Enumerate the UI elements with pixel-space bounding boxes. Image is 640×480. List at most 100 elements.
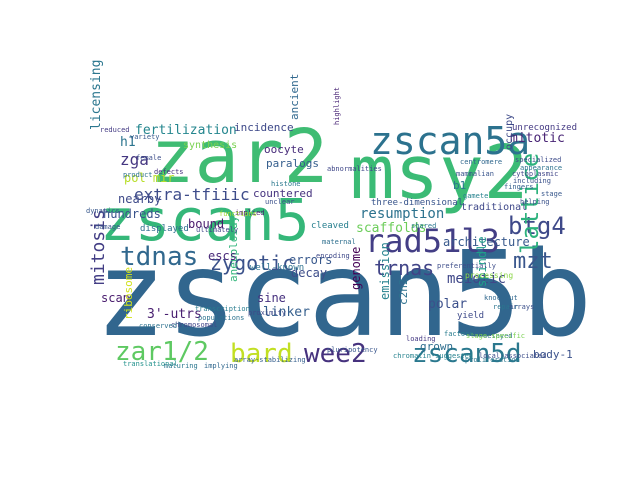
word-local-associated: local-associated bbox=[479, 352, 546, 360]
word-licensing: licensing bbox=[89, 60, 104, 130]
word-array-stabilizing: array-stabilizing bbox=[234, 356, 306, 364]
word-fingers: fingers bbox=[504, 183, 534, 191]
word-including: including bbox=[513, 177, 551, 185]
word-countered: countered bbox=[253, 187, 313, 200]
word-architecture: architecture bbox=[443, 235, 530, 249]
word-knockout: knockout bbox=[484, 294, 518, 302]
word-wee2: wee2 bbox=[304, 339, 367, 369]
word-body-1: body-1 bbox=[533, 348, 573, 361]
word-trnas: trnas bbox=[374, 256, 434, 280]
word-spindle: spindle bbox=[475, 236, 489, 287]
word-stage-specific: stage-specific bbox=[466, 332, 525, 340]
word-proximity: proximity bbox=[248, 309, 286, 317]
word-resumption: resumption bbox=[360, 206, 444, 222]
word-variety: variety bbox=[130, 133, 160, 141]
word-lattice: lattice bbox=[516, 153, 544, 254]
word-emission: emission bbox=[378, 242, 392, 300]
word-maturing: maturing bbox=[164, 362, 198, 370]
word-shared: shared bbox=[411, 222, 436, 230]
word-appearance: appearance bbox=[520, 164, 562, 172]
word-zscan5a: zscan5a bbox=[370, 119, 530, 163]
word-unclear: unclear bbox=[265, 198, 295, 206]
word-pol-mir: pol mir bbox=[124, 171, 175, 185]
word-polar: polar bbox=[428, 297, 467, 312]
word-three-dimensional: three-dimensional bbox=[371, 198, 463, 208]
word-extra-tfiiic: extra-tfiiic bbox=[134, 185, 250, 204]
word-populations: populations bbox=[198, 314, 244, 322]
word-dynamics: dynamics bbox=[86, 207, 120, 215]
word-encoding: encoding bbox=[316, 252, 350, 260]
word-mitotic: mitotic bbox=[510, 131, 565, 146]
word-stage: stage bbox=[541, 190, 562, 198]
word-zscan5b: zscan5b bbox=[95, 225, 592, 363]
word-repair: repair bbox=[493, 303, 518, 311]
word-pluripotency: pluripotency bbox=[327, 346, 378, 354]
word-decay: decay bbox=[291, 266, 327, 280]
word-tdnas: tdnas bbox=[120, 242, 198, 272]
word-centromere: centromere bbox=[460, 158, 502, 166]
word-cleaved: cleaved bbox=[311, 221, 349, 231]
word-zscan5d: zscan5d bbox=[412, 339, 522, 369]
word-zar2: zar2 bbox=[150, 114, 328, 200]
word-gamete: gamete bbox=[463, 192, 488, 200]
word-scaffolds: scaffolds bbox=[356, 221, 426, 236]
word-bound: bound bbox=[188, 217, 224, 231]
word-product: product bbox=[123, 171, 153, 179]
word-chromatin-suggested: chromatin-suggested bbox=[393, 352, 473, 360]
word-hundreds: hundreds bbox=[103, 207, 161, 221]
word-highlight: highlight bbox=[333, 87, 341, 125]
word-abnormalities: abnormalities bbox=[327, 165, 382, 173]
word-loading: loading bbox=[406, 335, 436, 343]
word-zga: zga bbox=[120, 150, 149, 169]
word-transcription: transcription bbox=[195, 305, 250, 313]
word-damage: damage bbox=[95, 223, 120, 231]
word-nearby: nearby bbox=[118, 192, 161, 206]
word-helping: helping bbox=[520, 198, 550, 206]
word-mitosis: mitosis bbox=[88, 209, 109, 285]
word-msy2: msy2 bbox=[350, 130, 528, 216]
word-zygotic: zygotic bbox=[210, 251, 294, 275]
word-ancient: ancient bbox=[288, 74, 301, 120]
word-incidence: incidence bbox=[234, 121, 294, 134]
word-implying: implying bbox=[204, 362, 238, 370]
word-b1: b1 bbox=[453, 179, 466, 192]
word-unrecognized: unrecognized bbox=[512, 123, 577, 133]
word-preferentially: preferentially bbox=[437, 262, 496, 270]
word-processing: processing bbox=[465, 271, 513, 280]
word-functions: functions bbox=[219, 210, 257, 218]
word-arrays: arrays bbox=[509, 303, 534, 311]
word-rad51l3: rad51l3 bbox=[365, 222, 500, 260]
word-translational: translational bbox=[123, 360, 178, 368]
word-btg4: btg4 bbox=[508, 212, 566, 240]
word-aneuploidy: aneuploidy bbox=[227, 215, 240, 282]
word-zscan5: zscan5 bbox=[100, 186, 310, 254]
word-genome: genome bbox=[349, 247, 363, 290]
word-ultimately: ultimately bbox=[196, 226, 238, 234]
word-histone: histone bbox=[271, 180, 301, 188]
word-maternal: maternal bbox=[322, 238, 356, 246]
word-traditional: traditional bbox=[461, 202, 527, 213]
cloud-background bbox=[80, 120, 560, 360]
word-oocyte: oocyte bbox=[264, 143, 304, 156]
word-fertilization: fertilization bbox=[135, 123, 237, 138]
word-delayed: delayed bbox=[483, 332, 513, 340]
word-occupy: occupy bbox=[504, 114, 515, 150]
word-well-known: well-known bbox=[250, 263, 304, 273]
word-mzt: mzt bbox=[513, 249, 553, 274]
word-h1: h1 bbox=[120, 135, 136, 150]
word-female: female bbox=[136, 154, 161, 162]
word-errors: errors bbox=[289, 253, 332, 267]
word-scan: scan bbox=[101, 291, 130, 305]
word-meiotic: meiotic bbox=[447, 271, 506, 287]
word-defects: defects bbox=[154, 168, 184, 176]
word-sine: sine bbox=[257, 291, 286, 305]
word-reduced: reduced bbox=[100, 126, 130, 134]
word-grown: grown bbox=[420, 340, 453, 353]
word-implied: implied bbox=[235, 209, 265, 217]
word-zar1-2: zar1/2 bbox=[115, 337, 209, 367]
word-displayed: displayed bbox=[140, 224, 189, 234]
word-chromosomal: chromosomal bbox=[171, 321, 217, 329]
word-ribosome: ribosome bbox=[122, 267, 135, 320]
word-c2h2: c2h2 bbox=[397, 279, 410, 306]
